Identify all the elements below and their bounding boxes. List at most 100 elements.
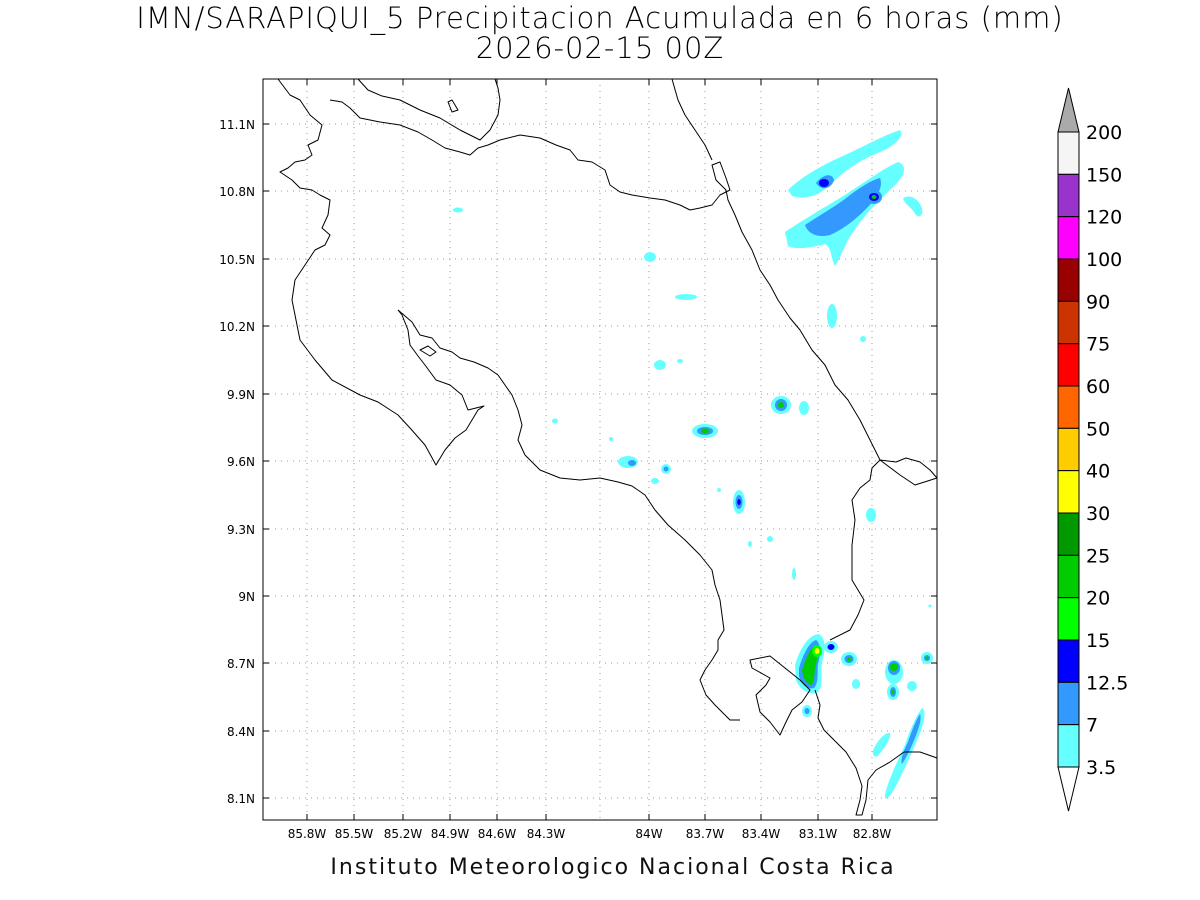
precip-area <box>802 646 818 685</box>
lon-tick-label: 85.5W <box>335 827 374 841</box>
precip-cell <box>890 663 898 671</box>
precip-cell <box>677 359 683 363</box>
precip-cell <box>891 689 895 695</box>
precip-cell <box>827 304 837 328</box>
precip-area <box>903 196 923 217</box>
precip-cell <box>609 437 613 441</box>
precip-cell <box>628 460 636 466</box>
precip-cell <box>907 681 917 691</box>
nicaragua-lake-shore <box>357 78 501 141</box>
precip-cell <box>847 657 851 661</box>
precip-cell <box>928 604 932 608</box>
nicaragua-caribbean-border <box>671 78 713 161</box>
colorbar-label: 15 <box>1086 630 1110 652</box>
map-grid <box>263 79 937 820</box>
precip-cell <box>644 252 656 262</box>
colorbar-swatch <box>1057 300 1080 345</box>
precip-area <box>788 130 902 198</box>
lat-tick-label: 8.7N <box>227 657 255 671</box>
lon-tick-label: 84W <box>635 827 662 841</box>
colorbar-label: 3.5 <box>1086 757 1116 779</box>
lat-tick-label: 9.6N <box>227 455 255 469</box>
colorbar-swatch <box>1057 343 1080 387</box>
footer-credit: Instituto Meteorologico Nacional Costa R… <box>330 855 896 880</box>
lat-tick-label: 10.5N <box>219 253 255 267</box>
nicoya-islet <box>419 345 437 357</box>
precip-cell <box>866 508 876 522</box>
lat-tick-label: 10.8N <box>219 185 255 199</box>
colorbar-swatch <box>1057 385 1080 429</box>
nicaragua-border-and-pacific-coast <box>277 78 485 466</box>
lon-tick-label: 82.8W <box>853 827 892 841</box>
colorbar-top-arrow <box>1057 87 1080 133</box>
lon-tick-label: 84.9W <box>431 827 470 841</box>
latitude-axis: 11.1N 10.8N 10.5N 10.2N 9.9N 9.6N 9.3N 9N 8.7N 8.… <box>219 118 937 806</box>
colorbar-label: 120 <box>1086 207 1122 229</box>
lon-tick-label: 84.6W <box>478 827 517 841</box>
precip-cell <box>827 644 835 650</box>
colorbar-swatch <box>1057 470 1080 514</box>
colorbar-swatch <box>1057 258 1080 302</box>
coastline-and-borders <box>277 78 938 816</box>
caribbean-coast <box>329 99 938 486</box>
colorbar: 200 150 120 100 90 75 60 50 40 30 25 20 15 12.5 7 3.5 <box>1057 87 1128 812</box>
colorbar-label: 30 <box>1086 503 1110 525</box>
colorbar-swatch <box>1057 131 1080 175</box>
colorbar-swatch <box>1057 216 1080 260</box>
lon-tick-label: 84.3W <box>527 827 566 841</box>
lake-islet <box>447 99 459 113</box>
colorbar-swatch <box>1057 427 1080 472</box>
lon-tick-label: 83.7W <box>686 827 725 841</box>
precip-cell <box>717 488 721 492</box>
lat-tick-label: 9.3N <box>227 523 255 537</box>
precipitation-field <box>453 130 933 799</box>
lat-tick-label: 11.1N <box>219 118 255 132</box>
precip-cell <box>675 294 697 300</box>
colorbar-label: 20 <box>1086 588 1110 610</box>
precip-cell <box>814 648 820 654</box>
map-subtitle-date: 2026-02-15 00Z <box>475 31 725 65</box>
colorbar-swatch <box>1057 681 1080 726</box>
panama-border <box>829 457 938 641</box>
colorbar-swatch <box>1057 173 1080 218</box>
lat-tick-label: 9N <box>238 590 255 604</box>
colorbar-label: 150 <box>1086 164 1122 186</box>
lat-tick-label: 8.1N <box>227 792 255 806</box>
map-frame <box>262 78 938 821</box>
colorbar-label: 40 <box>1086 461 1110 483</box>
colorbar-label: 50 <box>1086 418 1110 440</box>
precip-cell <box>654 360 666 370</box>
lat-tick-label: 10.2N <box>219 320 255 334</box>
precip-cell <box>819 179 829 187</box>
map-title: IMN/SARAPIQUI_5 Precipitacion Acumulada … <box>136 1 1064 35</box>
golfo-dulce-coast <box>814 689 938 816</box>
colorbar-swatch <box>1057 597 1080 641</box>
lon-tick-label: 85.2W <box>384 827 423 841</box>
colorbar-bottom-arrow <box>1057 766 1080 812</box>
colorbar-swatch <box>1057 512 1080 556</box>
longitude-axis: 85.8W 85.5W 85.2W 84.9W 84.6W 84.3W 84W 83.7W 83… <box>288 79 892 841</box>
osa-peninsula <box>749 655 811 736</box>
precip-cell <box>748 541 752 547</box>
precip-cell <box>651 478 659 484</box>
precip-cell <box>778 402 784 408</box>
precip-cell <box>701 428 709 434</box>
nicoya-gulf-coast <box>397 309 740 721</box>
precip-cell <box>663 466 669 472</box>
colorbar-label: 60 <box>1086 376 1110 398</box>
precip-cell <box>860 336 866 342</box>
precip-cell <box>737 499 741 505</box>
colorbar-swatch <box>1057 724 1080 768</box>
colorbar-label: 100 <box>1086 249 1122 271</box>
lat-tick-label: 9.9N <box>227 388 255 402</box>
lon-tick-label: 83.4W <box>742 827 781 841</box>
lon-tick-label: 83.1W <box>799 827 838 841</box>
precip-cell <box>852 679 860 689</box>
lon-tick-label: 85.8W <box>288 827 327 841</box>
precip-cell <box>453 207 463 213</box>
colorbar-label: 25 <box>1086 545 1110 567</box>
precip-area <box>805 178 881 236</box>
colorbar-swatch <box>1057 554 1080 599</box>
colorbar-swatch <box>1057 639 1080 683</box>
